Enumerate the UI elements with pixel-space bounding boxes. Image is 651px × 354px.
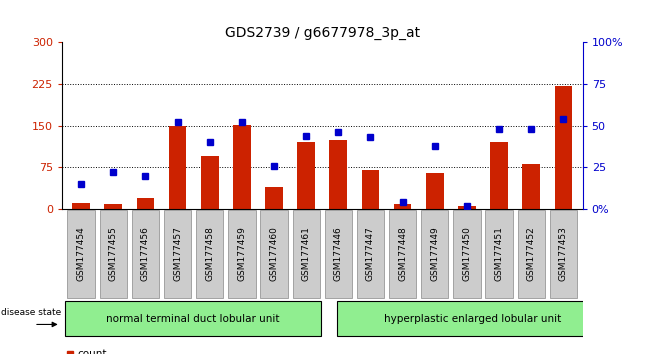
Text: GSM177450: GSM177450 — [462, 227, 471, 281]
Bar — [329, 139, 347, 209]
Bar — [137, 198, 154, 209]
Bar — [260, 210, 288, 298]
Bar — [196, 210, 223, 298]
Bar — [325, 210, 352, 298]
Bar — [100, 210, 127, 298]
Bar — [549, 210, 577, 298]
Bar — [453, 210, 480, 298]
Text: disease state: disease state — [1, 308, 61, 317]
Text: GSM177451: GSM177451 — [495, 227, 504, 281]
Bar — [458, 206, 476, 209]
Text: GSM177458: GSM177458 — [205, 227, 214, 281]
Text: GSM177447: GSM177447 — [366, 227, 375, 281]
Text: hyperplastic enlarged lobular unit: hyperplastic enlarged lobular unit — [384, 314, 561, 324]
Text: GSM177459: GSM177459 — [238, 227, 246, 281]
Text: GSM177448: GSM177448 — [398, 227, 407, 281]
Text: GSM177460: GSM177460 — [270, 227, 279, 281]
Bar — [361, 170, 380, 209]
Text: GSM177446: GSM177446 — [334, 227, 343, 281]
Bar — [233, 125, 251, 209]
Bar — [426, 173, 443, 209]
Text: GSM177454: GSM177454 — [77, 227, 86, 281]
Text: GSM177456: GSM177456 — [141, 227, 150, 281]
Bar — [421, 210, 449, 298]
Bar — [68, 210, 95, 298]
Bar — [72, 203, 90, 209]
Text: GSM177452: GSM177452 — [527, 227, 536, 281]
Bar — [337, 301, 609, 336]
Bar — [201, 156, 219, 209]
Text: GSM177449: GSM177449 — [430, 227, 439, 281]
Bar — [265, 187, 283, 209]
Bar — [389, 210, 416, 298]
Bar — [357, 210, 384, 298]
Bar — [486, 210, 513, 298]
Bar — [132, 210, 159, 298]
Bar — [229, 210, 256, 298]
Bar — [292, 210, 320, 298]
Bar — [104, 204, 122, 209]
Bar — [518, 210, 545, 298]
Text: count: count — [77, 349, 107, 354]
Text: GSM177453: GSM177453 — [559, 227, 568, 281]
Bar — [555, 86, 572, 209]
Text: GSM177457: GSM177457 — [173, 227, 182, 281]
Text: GSM177461: GSM177461 — [301, 227, 311, 281]
Bar — [65, 301, 321, 336]
Bar — [169, 126, 186, 209]
Bar — [164, 210, 191, 298]
Title: GDS2739 / g6677978_3p_at: GDS2739 / g6677978_3p_at — [225, 26, 420, 40]
Text: normal terminal duct lobular unit: normal terminal duct lobular unit — [106, 314, 279, 324]
Text: GSM177455: GSM177455 — [109, 227, 118, 281]
Bar — [298, 142, 315, 209]
Bar — [394, 204, 411, 209]
Bar — [522, 165, 540, 209]
Bar — [490, 142, 508, 209]
